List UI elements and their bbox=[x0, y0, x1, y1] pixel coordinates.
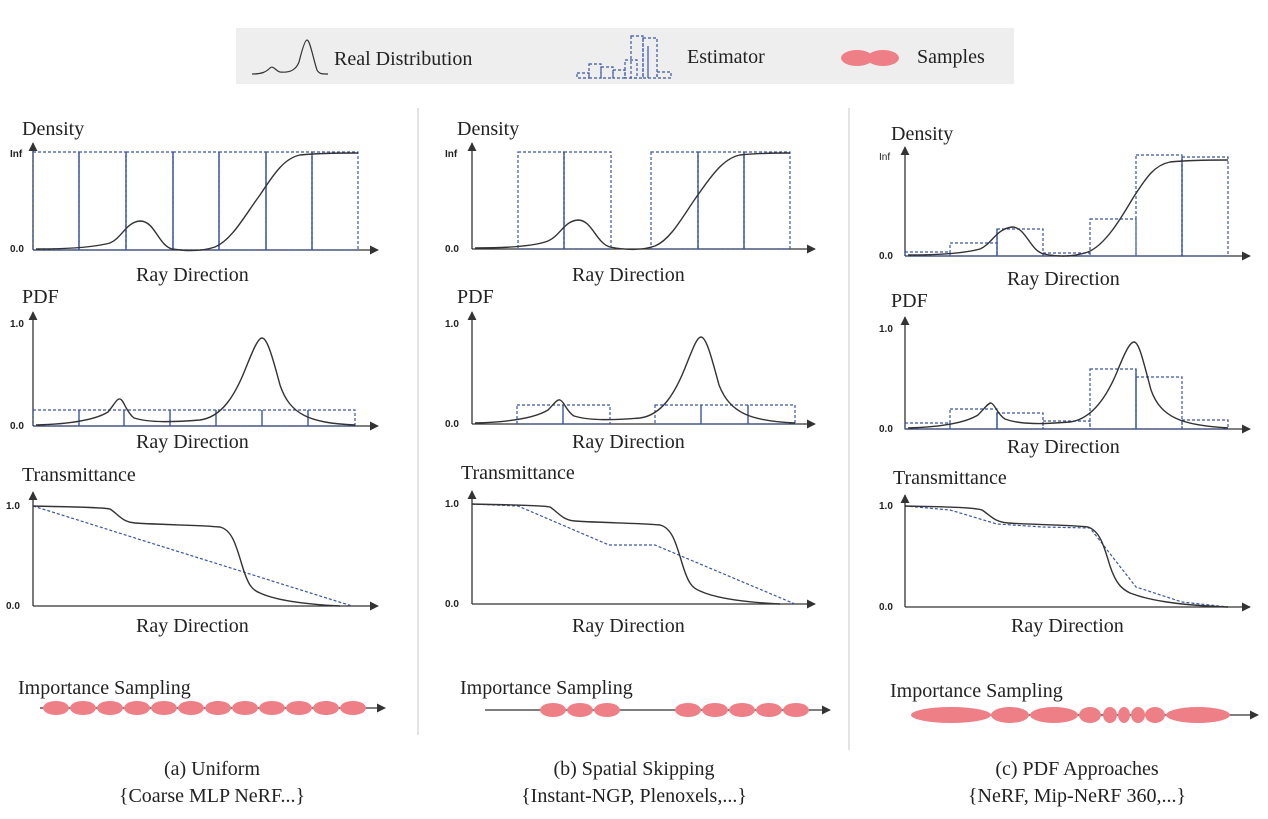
pdf-ytick-bottom: 0.0 bbox=[10, 421, 24, 432]
pdf-title: PDF bbox=[22, 286, 59, 308]
sampling-points bbox=[43, 701, 366, 715]
panel-caption: (b) Spatial Skipping bbox=[553, 758, 714, 780]
pdf-ytick-top: 1.0 bbox=[10, 319, 24, 330]
transmittance-xlabel: Ray Direction bbox=[136, 615, 249, 637]
pdf-sample-lines bbox=[996, 369, 1137, 429]
density-title: Density bbox=[457, 118, 519, 140]
density-estimator-bins bbox=[904, 154, 1229, 257]
legend-sample-ellipse bbox=[867, 50, 899, 66]
pdf-estimator-bins bbox=[32, 409, 356, 427]
density-ytick-top: Inf bbox=[445, 149, 458, 160]
pdf-title: PDF bbox=[891, 290, 928, 312]
density-ytick-top: Inf bbox=[10, 149, 23, 160]
transmittance-estimator bbox=[904, 505, 1229, 608]
panel-caption: (a) Uniform bbox=[164, 758, 261, 780]
density-ytick-bottom: 0.0 bbox=[879, 251, 893, 262]
density-estimator-bins bbox=[517, 151, 791, 250]
pdf-title: PDF bbox=[457, 286, 494, 308]
density-xlabel: Ray Direction bbox=[136, 264, 249, 286]
transmittance-title: Transmittance bbox=[893, 467, 1007, 489]
density-ytick-top: Inf bbox=[879, 152, 890, 163]
panel-subcaption: {NeRF, Mip-NeRF 360,...} bbox=[968, 785, 1186, 807]
legend: Real Distribution Estimator Samples bbox=[236, 28, 1014, 84]
legend-real-curve-icon bbox=[251, 39, 329, 75]
panel-uniform: Density Inf 0.0 Ray Direction PDF 1.0 0.… bbox=[6, 118, 386, 807]
transmittance-ytick-bottom: 0.0 bbox=[445, 599, 459, 610]
density-real-curve bbox=[35, 152, 359, 252]
legend-sample-ellipse bbox=[841, 50, 873, 66]
transmittance-estimator bbox=[32, 505, 353, 607]
density-ytick-bottom: 0.0 bbox=[10, 244, 24, 255]
sampling-label: Importance Sampling bbox=[460, 677, 633, 699]
transmittance-estimator bbox=[471, 503, 796, 605]
panel-subcaption: {Coarse MLP NeRF...} bbox=[119, 785, 305, 807]
transmittance-real-curve bbox=[904, 505, 1229, 608]
pdf-xlabel: Ray Direction bbox=[1007, 436, 1120, 458]
pdf-sample-lines bbox=[78, 410, 309, 426]
pdf-ytick-bottom: 0.0 bbox=[445, 419, 459, 430]
sampling-points bbox=[911, 707, 1230, 723]
legend-estimator-icon bbox=[576, 35, 672, 79]
legend-estimator-label: Estimator bbox=[687, 46, 765, 68]
density-xlabel: Ray Direction bbox=[572, 264, 685, 286]
transmittance-ytick-top: 1.0 bbox=[879, 501, 893, 512]
pdf-xlabel: Ray Direction bbox=[572, 431, 685, 453]
density-title: Density bbox=[891, 123, 953, 145]
sampling-label: Importance Sampling bbox=[18, 677, 191, 699]
density-sample-lines bbox=[996, 157, 1183, 256]
pdf-ytick-top: 1.0 bbox=[879, 324, 893, 335]
pdf-sample-lines bbox=[562, 405, 749, 424]
panel-subcaption: {Instant-NGP, Plenoxels,...} bbox=[521, 785, 747, 807]
density-ytick-bottom: 0.0 bbox=[445, 244, 459, 255]
transmittance-title: Transmittance bbox=[461, 462, 575, 484]
legend-real-label: Real Distribution bbox=[334, 48, 472, 70]
pdf-real-curve bbox=[907, 341, 1229, 429]
density-real-curve bbox=[474, 152, 791, 251]
pdf-estimator-bins bbox=[516, 404, 796, 425]
pdf-ytick-top: 1.0 bbox=[445, 319, 459, 330]
transmittance-ytick-bottom: 0.0 bbox=[879, 602, 893, 613]
pdf-real-curve bbox=[35, 337, 356, 426]
panel-spatial-skipping: Density Inf 0.0 Ray Direction PDF 1.0 0.… bbox=[445, 118, 831, 807]
panel-pdf-approaches: Density Inf 0.0 Ray Direction PDF 1.0 0.… bbox=[879, 123, 1259, 807]
transmittance-real-curve bbox=[32, 505, 341, 607]
transmittance-xlabel: Ray Direction bbox=[1011, 615, 1124, 637]
density-xlabel: Ray Direction bbox=[1007, 268, 1120, 290]
transmittance-ytick-top: 1.0 bbox=[445, 499, 459, 510]
transmittance-real-curve bbox=[471, 503, 781, 605]
density-real-curve bbox=[907, 159, 1229, 257]
density-sample-lines bbox=[563, 152, 745, 249]
sampling-label: Importance Sampling bbox=[890, 680, 1063, 702]
sampling-points bbox=[540, 703, 809, 717]
pdf-real-curve bbox=[474, 336, 796, 424]
density-estimator-bins bbox=[32, 151, 359, 251]
panel-caption: (c) PDF Approaches bbox=[995, 758, 1159, 780]
transmittance-title: Transmittance bbox=[22, 464, 136, 486]
transmittance-ytick-bottom: 0.0 bbox=[6, 601, 20, 612]
pdf-xlabel: Ray Direction bbox=[136, 431, 249, 453]
density-sample-lines bbox=[78, 152, 313, 250]
pdf-ytick-bottom: 0.0 bbox=[879, 424, 893, 435]
transmittance-xlabel: Ray Direction bbox=[572, 615, 685, 637]
transmittance-ytick-top: 1.0 bbox=[6, 501, 20, 512]
density-title: Density bbox=[22, 118, 84, 140]
legend-samples-label: Samples bbox=[917, 46, 985, 68]
